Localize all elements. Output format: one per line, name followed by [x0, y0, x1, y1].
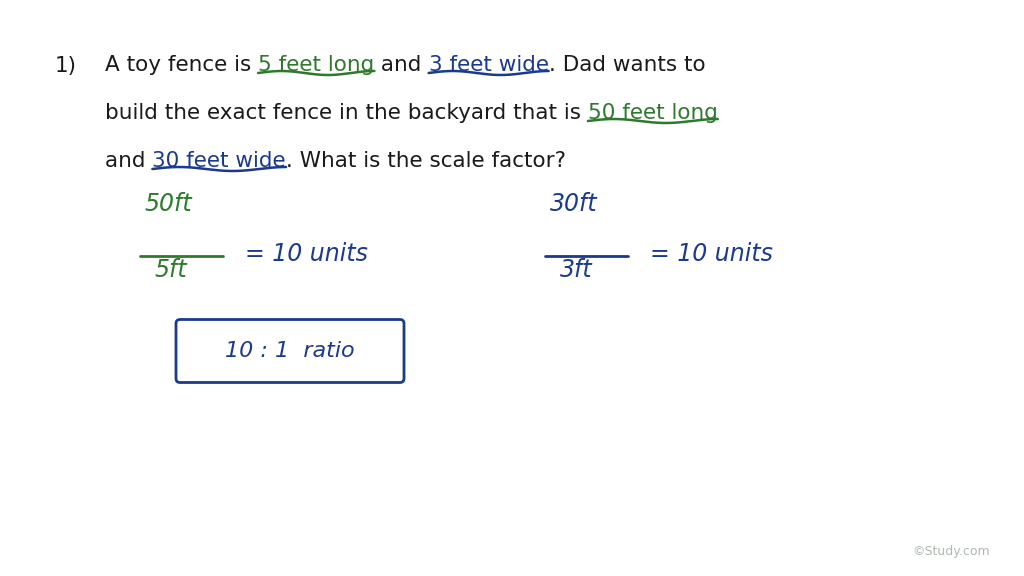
Text: 50 feet long: 50 feet long — [588, 103, 718, 123]
Text: 30ft: 30ft — [550, 192, 598, 216]
Text: = 10 units: = 10 units — [650, 242, 773, 266]
Text: A toy fence is: A toy fence is — [105, 55, 258, 75]
Text: 30 feet wide: 30 feet wide — [153, 151, 286, 171]
Text: 5ft: 5ft — [155, 258, 187, 282]
Text: 1): 1) — [55, 56, 77, 76]
Text: 3 feet wide: 3 feet wide — [429, 55, 549, 75]
Text: 3ft: 3ft — [560, 258, 593, 282]
Text: 10 : 1  ratio: 10 : 1 ratio — [225, 341, 354, 361]
Text: = 10 units: = 10 units — [245, 242, 368, 266]
Text: 5 feet long: 5 feet long — [258, 55, 375, 75]
Text: . What is the scale factor?: . What is the scale factor? — [286, 151, 566, 171]
Text: and: and — [375, 55, 429, 75]
Text: and: and — [105, 151, 153, 171]
Text: ©Study.com: ©Study.com — [912, 545, 990, 558]
Text: build the exact fence in the backyard that is: build the exact fence in the backyard th… — [105, 103, 588, 123]
FancyBboxPatch shape — [176, 320, 404, 382]
Text: . Dad wants to: . Dad wants to — [549, 55, 706, 75]
Text: 50ft: 50ft — [145, 192, 193, 216]
